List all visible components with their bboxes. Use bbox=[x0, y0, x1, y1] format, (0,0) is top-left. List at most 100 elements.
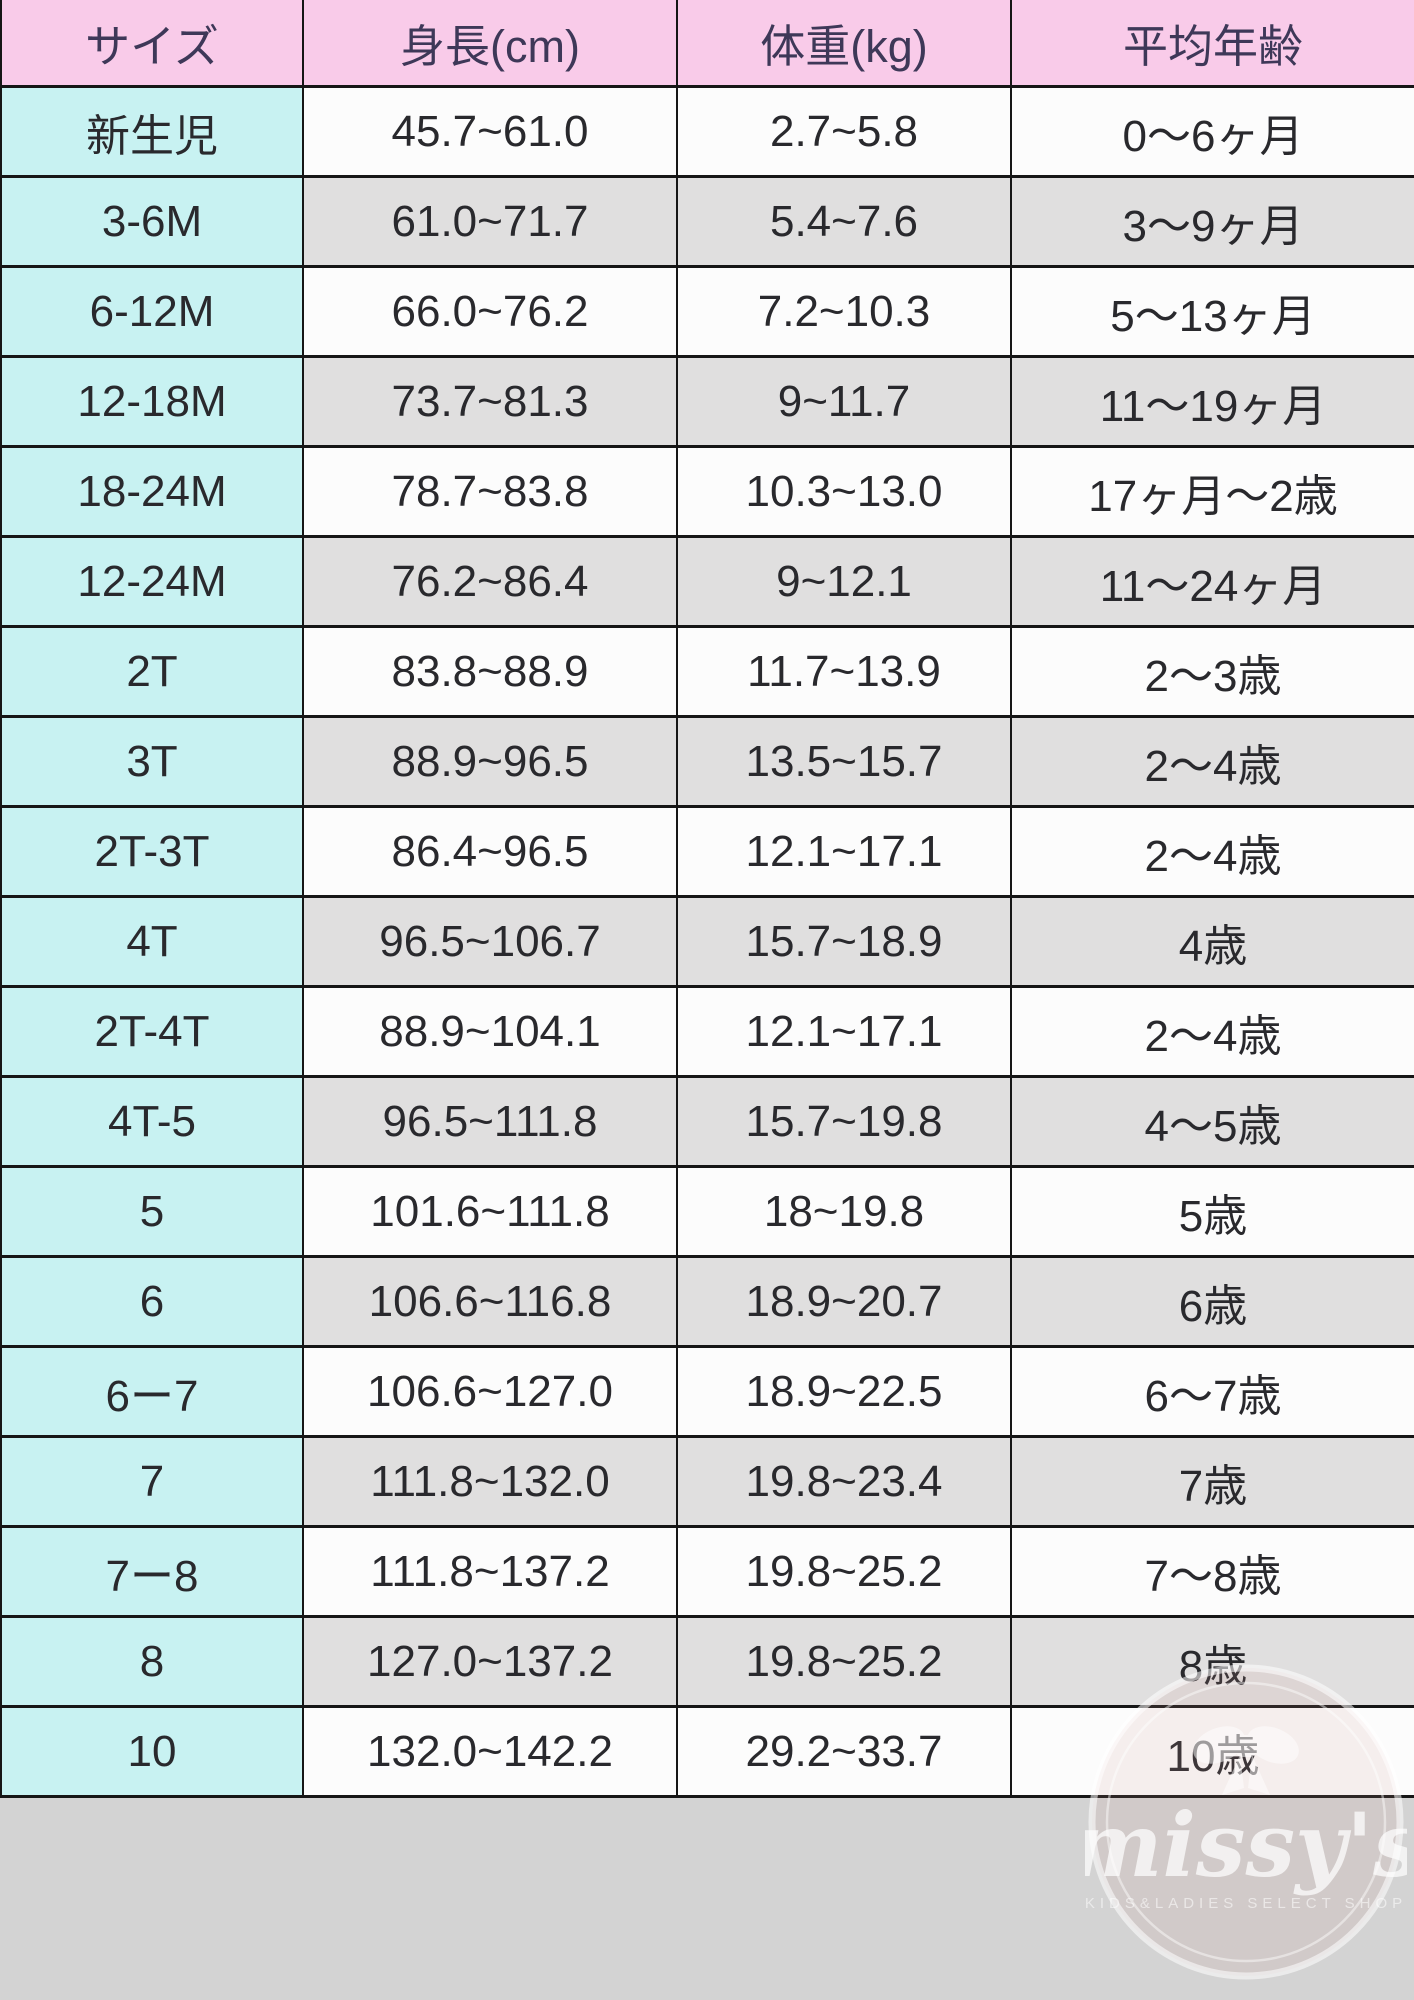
size-cell: 2T-4T bbox=[0, 985, 304, 1078]
table-row: 6 106.6~116.8 18.9~20.7 6歳 bbox=[0, 1255, 1414, 1348]
weight_kg-cell: 9~12.1 bbox=[676, 535, 1012, 628]
size-cell: 10 bbox=[0, 1705, 304, 1798]
table-row: 18-24M 78.7~83.8 10.3~13.0 17ヶ月〜2歳 bbox=[0, 445, 1414, 538]
height_cm-cell: 83.8~88.9 bbox=[302, 625, 678, 718]
column-header-height_cm: 身長(cm) bbox=[302, 0, 678, 88]
weight_kg-cell: 29.2~33.7 bbox=[676, 1705, 1012, 1798]
weight_kg-cell: 18~19.8 bbox=[676, 1165, 1012, 1258]
table-row: 6ー7 106.6~127.0 18.9~22.5 6〜7歳 bbox=[0, 1345, 1414, 1438]
height_cm-cell: 76.2~86.4 bbox=[302, 535, 678, 628]
age-cell: 5歳 bbox=[1010, 1165, 1414, 1258]
size-cell: 18-24M bbox=[0, 445, 304, 538]
size-cell: 7 bbox=[0, 1435, 304, 1528]
table-row: 12-18M 73.7~81.3 9~11.7 11〜19ヶ月 bbox=[0, 355, 1414, 448]
age-cell: 5〜13ヶ月 bbox=[1010, 265, 1414, 358]
column-header-weight_kg: 体重(kg) bbox=[676, 0, 1012, 88]
size-cell: 7ー8 bbox=[0, 1525, 304, 1618]
height_cm-cell: 61.0~71.7 bbox=[302, 175, 678, 268]
age-cell: 3〜9ヶ月 bbox=[1010, 175, 1414, 268]
age-cell: 2〜3歳 bbox=[1010, 625, 1414, 718]
table-row: 8 127.0~137.2 19.8~25.2 8歳 bbox=[0, 1615, 1414, 1708]
age-cell: 10歳 bbox=[1010, 1705, 1414, 1798]
size-cell: 4T bbox=[0, 895, 304, 988]
age-cell: 7〜8歳 bbox=[1010, 1525, 1414, 1618]
size-cell: 6 bbox=[0, 1255, 304, 1348]
height_cm-cell: 66.0~76.2 bbox=[302, 265, 678, 358]
size-cell: 6ー7 bbox=[0, 1345, 304, 1438]
height_cm-cell: 106.6~116.8 bbox=[302, 1255, 678, 1348]
age-cell: 2〜4歳 bbox=[1010, 985, 1414, 1078]
weight_kg-cell: 19.8~25.2 bbox=[676, 1525, 1012, 1618]
weight_kg-cell: 9~11.7 bbox=[676, 355, 1012, 448]
weight_kg-cell: 2.7~5.8 bbox=[676, 85, 1012, 178]
table-header: サイズ 身長(cm) 体重(kg) 平均年齢 bbox=[0, 0, 1414, 88]
height_cm-cell: 73.7~81.3 bbox=[302, 355, 678, 448]
table-row: 4T-5 96.5~111.8 15.7~19.8 4〜5歳 bbox=[0, 1075, 1414, 1168]
table-row: 4T 96.5~106.7 15.7~18.9 4歳 bbox=[0, 895, 1414, 988]
weight_kg-cell: 12.1~17.1 bbox=[676, 805, 1012, 898]
column-header-age: 平均年齢 bbox=[1010, 0, 1414, 88]
weight_kg-cell: 10.3~13.0 bbox=[676, 445, 1012, 538]
height_cm-cell: 78.7~83.8 bbox=[302, 445, 678, 538]
age-cell: 2〜4歳 bbox=[1010, 715, 1414, 808]
weight_kg-cell: 5.4~7.6 bbox=[676, 175, 1012, 268]
table-row: 新生児 45.7~61.0 2.7~5.8 0〜6ヶ月 bbox=[0, 85, 1414, 178]
weight_kg-cell: 11.7~13.9 bbox=[676, 625, 1012, 718]
age-cell: 2〜4歳 bbox=[1010, 805, 1414, 898]
table-body: 新生児 45.7~61.0 2.7~5.8 0〜6ヶ月 3-6M 61.0~71.7 5.4… bbox=[0, 85, 1414, 1798]
footer-area bbox=[0, 1855, 1414, 2000]
height_cm-cell: 101.6~111.8 bbox=[302, 1165, 678, 1258]
height_cm-cell: 45.7~61.0 bbox=[302, 85, 678, 178]
table-row: 5 101.6~111.8 18~19.8 5歳 bbox=[0, 1165, 1414, 1258]
table-row: 2T-4T 88.9~104.1 12.1~17.1 2〜4歳 bbox=[0, 985, 1414, 1078]
age-cell: 7歳 bbox=[1010, 1435, 1414, 1528]
table-row: 3-6M 61.0~71.7 5.4~7.6 3〜9ヶ月 bbox=[0, 175, 1414, 268]
size-cell: 2T bbox=[0, 625, 304, 718]
size-cell: 12-24M bbox=[0, 535, 304, 628]
height_cm-cell: 111.8~132.0 bbox=[302, 1435, 678, 1528]
weight_kg-cell: 18.9~20.7 bbox=[676, 1255, 1012, 1348]
size-cell: 2T-3T bbox=[0, 805, 304, 898]
height_cm-cell: 127.0~137.2 bbox=[302, 1615, 678, 1708]
size-cell: 3-6M bbox=[0, 175, 304, 268]
height_cm-cell: 106.6~127.0 bbox=[302, 1345, 678, 1438]
age-cell: 17ヶ月〜2歳 bbox=[1010, 445, 1414, 538]
age-cell: 11〜24ヶ月 bbox=[1010, 535, 1414, 628]
weight_kg-cell: 15.7~19.8 bbox=[676, 1075, 1012, 1168]
height_cm-cell: 96.5~106.7 bbox=[302, 895, 678, 988]
size-cell: 6-12M bbox=[0, 265, 304, 358]
weight_kg-cell: 15.7~18.9 bbox=[676, 895, 1012, 988]
table-row: 6-12M 66.0~76.2 7.2~10.3 5〜13ヶ月 bbox=[0, 265, 1414, 358]
height_cm-cell: 88.9~104.1 bbox=[302, 985, 678, 1078]
height_cm-cell: 86.4~96.5 bbox=[302, 805, 678, 898]
table-row: 10 132.0~142.2 29.2~33.7 10歳 bbox=[0, 1705, 1414, 1798]
size-chart-table: サイズ 身長(cm) 体重(kg) 平均年齢 新生児 45.7~61.0 2.7~5.8 0… bbox=[0, 0, 1414, 1798]
weight_kg-cell: 19.8~25.2 bbox=[676, 1615, 1012, 1708]
weight_kg-cell: 18.9~22.5 bbox=[676, 1345, 1012, 1438]
size-cell: 8 bbox=[0, 1615, 304, 1708]
age-cell: 4歳 bbox=[1010, 895, 1414, 988]
age-cell: 8歳 bbox=[1010, 1615, 1414, 1708]
age-cell: 11〜19ヶ月 bbox=[1010, 355, 1414, 448]
table-row: 7 111.8~132.0 19.8~23.4 7歳 bbox=[0, 1435, 1414, 1528]
size-cell: 12-18M bbox=[0, 355, 304, 448]
weight_kg-cell: 19.8~23.4 bbox=[676, 1435, 1012, 1528]
size-cell: 5 bbox=[0, 1165, 304, 1258]
table-row: 2T-3T 86.4~96.5 12.1~17.1 2〜4歳 bbox=[0, 805, 1414, 898]
table-row: 2T 83.8~88.9 11.7~13.9 2〜3歳 bbox=[0, 625, 1414, 718]
table-row: 3T 88.9~96.5 13.5~15.7 2〜4歳 bbox=[0, 715, 1414, 808]
age-cell: 6歳 bbox=[1010, 1255, 1414, 1348]
column-header-size: サイズ bbox=[0, 0, 304, 88]
height_cm-cell: 96.5~111.8 bbox=[302, 1075, 678, 1168]
age-cell: 0〜6ヶ月 bbox=[1010, 85, 1414, 178]
size-cell: 3T bbox=[0, 715, 304, 808]
height_cm-cell: 132.0~142.2 bbox=[302, 1705, 678, 1798]
age-cell: 6〜7歳 bbox=[1010, 1345, 1414, 1438]
height_cm-cell: 88.9~96.5 bbox=[302, 715, 678, 808]
table-row: 7ー8 111.8~137.2 19.8~25.2 7〜8歳 bbox=[0, 1525, 1414, 1618]
weight_kg-cell: 12.1~17.1 bbox=[676, 985, 1012, 1078]
header-row: サイズ 身長(cm) 体重(kg) 平均年齢 bbox=[0, 0, 1414, 88]
height_cm-cell: 111.8~137.2 bbox=[302, 1525, 678, 1618]
table-row: 12-24M 76.2~86.4 9~12.1 11〜24ヶ月 bbox=[0, 535, 1414, 628]
